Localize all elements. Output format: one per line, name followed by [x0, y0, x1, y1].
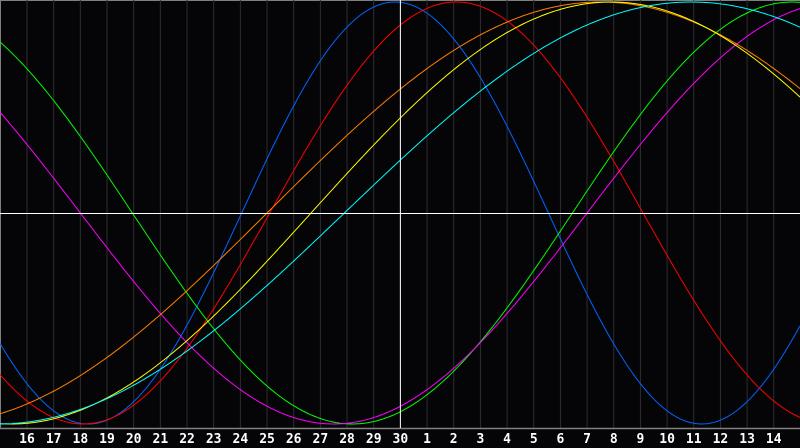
x-tick-label: 13 [739, 432, 755, 447]
x-tick-label: 22 [179, 432, 195, 447]
x-tick-label: 10 [659, 432, 675, 447]
x-tick-label: 12 [713, 432, 729, 447]
x-tick-label: 14 [766, 432, 782, 447]
x-tick-label: 11 [686, 432, 702, 447]
x-tick-label: 1 [423, 432, 431, 447]
x-tick-label: 24 [233, 432, 249, 447]
x-tick-label: 29 [366, 432, 382, 447]
x-axis-ticks: 16 17 18 19 20 21 22 23 24 25 26 27 28 29 30 1 2 3 4 5 6 7 8 9 1… [19, 432, 782, 447]
x-tick-label: 28 [339, 432, 355, 447]
x-tick-label: 26 [286, 432, 302, 447]
x-tick-label: 3 [476, 432, 484, 447]
x-tick-label: 19 [99, 432, 115, 447]
x-tick-label: 20 [126, 432, 142, 447]
x-tick-label: 7 [583, 432, 591, 447]
x-tick-label: 16 [19, 432, 35, 447]
crosshair [0, 0, 800, 428]
x-tick-label: 5 [530, 432, 538, 447]
x-tick-label: 9 [636, 432, 644, 447]
x-tick-label: 4 [503, 432, 511, 447]
x-tick-label: 2 [450, 432, 458, 447]
x-tick-label: 17 [46, 432, 62, 447]
x-tick-label: 30 [393, 432, 409, 447]
x-tick-label: 27 [313, 432, 329, 447]
x-tick-label: 18 [73, 432, 89, 447]
x-tick-label: 21 [153, 432, 169, 447]
x-tick-label: 25 [259, 432, 275, 447]
x-tick-label: 8 [610, 432, 618, 447]
x-tick-label: 23 [206, 432, 222, 447]
x-tick-label: 6 [556, 432, 564, 447]
